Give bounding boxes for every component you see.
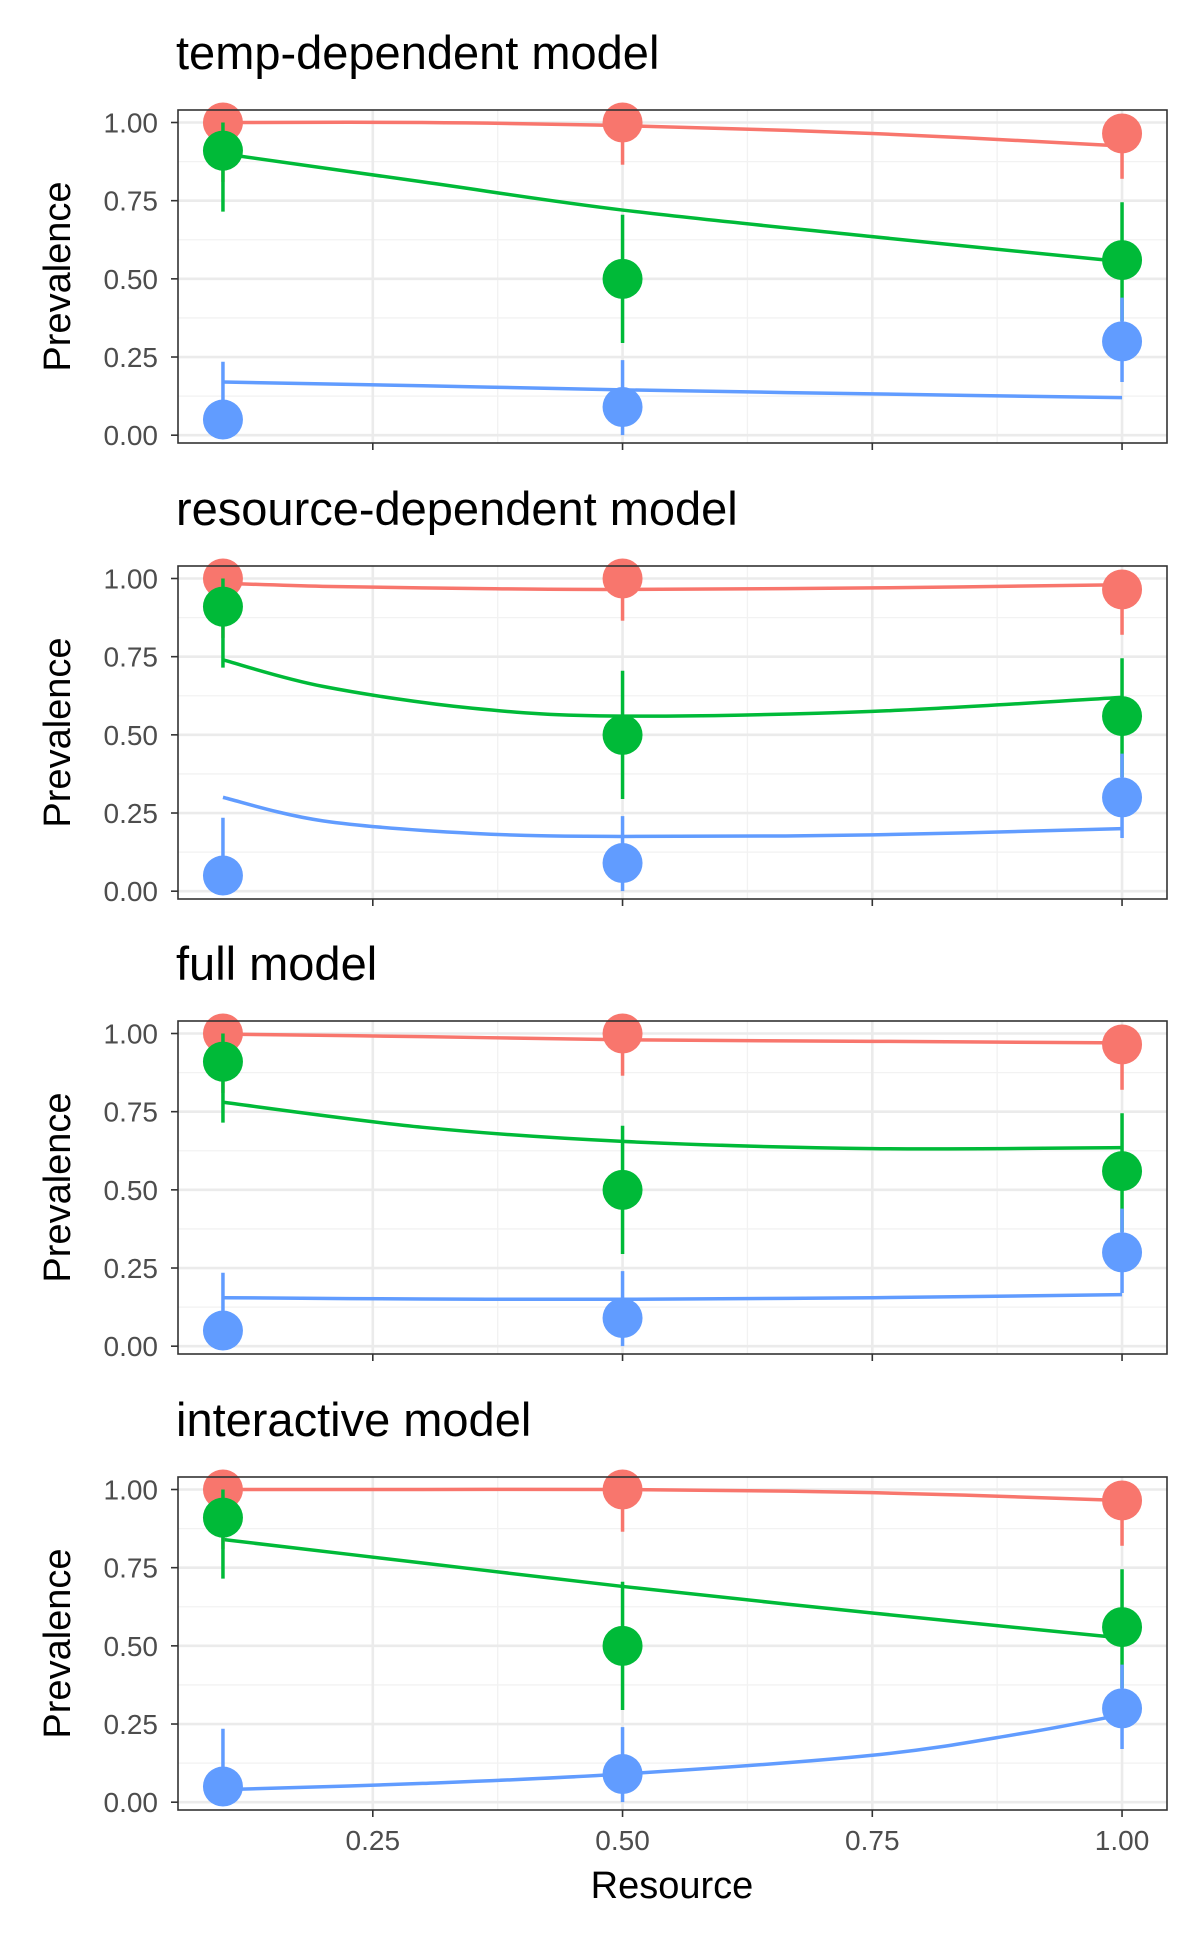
y-axis-title: Prevalence xyxy=(37,181,79,371)
y-axis-title: Prevalence xyxy=(37,1548,79,1738)
panel-1: temp-dependent model 0.00 0.25 0.50 0.75 1.00… xyxy=(37,26,1168,451)
panel-background xyxy=(178,566,1167,899)
data-point xyxy=(602,1169,643,1210)
data-point xyxy=(202,855,243,896)
data-point xyxy=(602,843,643,884)
y-tick-label: 0.25 xyxy=(104,1709,159,1740)
y-tick-label: 0.75 xyxy=(104,186,159,217)
y-tick-label: 0.75 xyxy=(104,1553,159,1584)
data-point xyxy=(1102,1232,1143,1273)
data-point xyxy=(202,1041,243,1082)
data-point xyxy=(602,714,643,755)
y-tick-label: 0.25 xyxy=(104,1253,159,1284)
data-point xyxy=(1102,696,1143,737)
y-tick-label: 0.00 xyxy=(104,1331,159,1362)
data-point xyxy=(202,1310,243,1351)
y-tick-label: 0.25 xyxy=(104,342,159,373)
x-tick-label: 0.25 xyxy=(346,1825,401,1856)
panel-background xyxy=(178,110,1167,443)
x-axis-title: Resource xyxy=(591,1865,754,1907)
panel-3: full model 0.00 0.25 0.50 0.75 1.00 Prevalence xyxy=(37,937,1168,1362)
data-point xyxy=(1102,1607,1143,1648)
panel-border xyxy=(177,1476,1168,1811)
data-point xyxy=(202,399,243,440)
panel-4: interactive model 0.00 0.25 0.50 0.75 1.00 0.2… xyxy=(37,1393,1168,1856)
data-point xyxy=(202,586,243,627)
data-point xyxy=(1102,777,1143,818)
data-point xyxy=(602,1013,643,1054)
y-tick-label: 0.00 xyxy=(104,1787,159,1818)
data-point xyxy=(602,258,643,299)
data-point xyxy=(1102,113,1143,154)
y-tick-label: 1.00 xyxy=(104,1475,159,1506)
x-tick-label: 0.75 xyxy=(845,1825,900,1856)
y-tick-label: 0.00 xyxy=(104,876,159,907)
data-point xyxy=(602,1469,643,1510)
data-point xyxy=(602,1754,643,1795)
model-fit-line xyxy=(222,795,1123,839)
panel-title: temp-dependent model xyxy=(176,26,659,79)
data-point xyxy=(202,1497,243,1538)
panel-title: full model xyxy=(176,937,377,990)
y-tick-label: 0.50 xyxy=(104,264,159,295)
y-tick-label: 0.50 xyxy=(104,720,159,751)
panel-title: resource-dependent model xyxy=(176,482,738,535)
panel-2: resource-dependent model 0.00 0.25 0.50 0.75… xyxy=(37,482,1168,907)
data-point xyxy=(602,102,643,143)
data-point xyxy=(1102,240,1143,281)
data-point xyxy=(602,558,643,599)
x-tick-label: 0.50 xyxy=(595,1825,650,1856)
panel-border xyxy=(177,565,1168,900)
y-axis-title: Prevalence xyxy=(37,1092,79,1282)
y-tick-label: 1.00 xyxy=(104,108,159,139)
data-point xyxy=(1102,1151,1143,1192)
y-tick-label: 0.75 xyxy=(104,642,159,673)
panel-background xyxy=(178,1021,1167,1354)
panel-border xyxy=(177,1020,1168,1355)
panel-border xyxy=(177,109,1168,444)
data-point xyxy=(1102,321,1143,362)
model-fit-line xyxy=(222,581,1123,592)
panel-title: interactive model xyxy=(176,1393,531,1446)
y-tick-label: 0.75 xyxy=(104,1097,159,1128)
y-tick-label: 0.50 xyxy=(104,1175,159,1206)
y-tick-label: 0.50 xyxy=(104,1631,159,1662)
data-point xyxy=(602,1298,643,1339)
data-point xyxy=(602,1625,643,1666)
data-point xyxy=(602,387,643,428)
x-tick-label: 1.00 xyxy=(1095,1825,1150,1856)
data-point xyxy=(1102,1688,1143,1729)
data-point xyxy=(202,1766,243,1807)
model-fit-line xyxy=(222,152,1123,264)
y-tick-label: 0.00 xyxy=(104,420,159,451)
model-fit-line xyxy=(222,658,1123,718)
data-point xyxy=(202,130,243,171)
y-tick-label: 1.00 xyxy=(104,1019,159,1050)
y-axis-title: Prevalence xyxy=(37,637,79,827)
data-point xyxy=(1102,1480,1143,1521)
y-tick-label: 0.25 xyxy=(104,798,159,829)
model-fit-line xyxy=(222,1712,1123,1792)
panel-background xyxy=(178,1477,1167,1810)
data-point xyxy=(1102,569,1143,610)
data-point xyxy=(1102,1024,1143,1065)
y-tick-label: 1.00 xyxy=(104,564,159,595)
